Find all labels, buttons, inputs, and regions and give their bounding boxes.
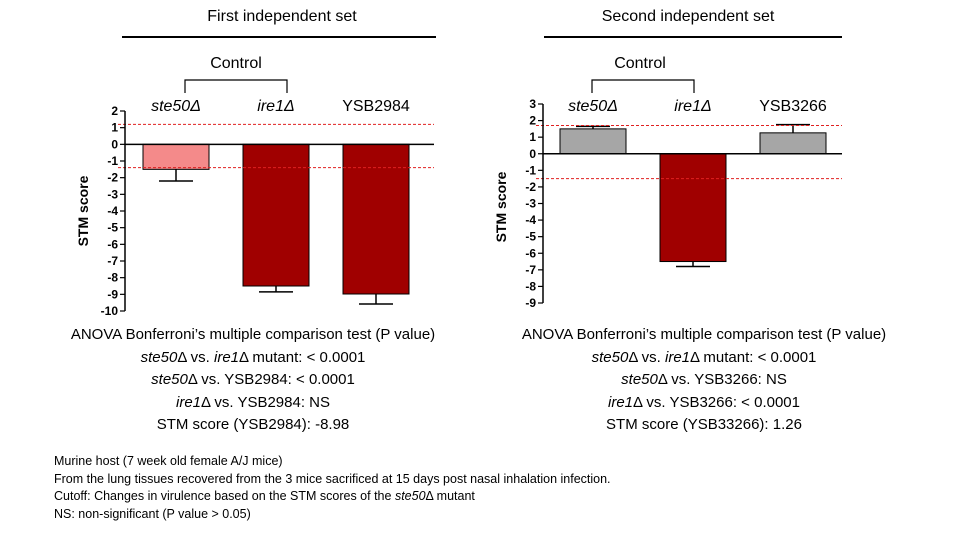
category-label: ire1Δ [674, 98, 711, 115]
bar [142, 143, 210, 170]
stats-line-3: ire1Δ vs. YSB3266: < 0.0001 [608, 393, 800, 411]
control-label: Control [614, 55, 666, 72]
y-tick-label: -6 [107, 237, 118, 251]
title-underline-2 [544, 36, 842, 38]
y-tick-label: -2 [107, 171, 118, 185]
y-tick-label: -1 [107, 154, 118, 168]
control-label: Control [210, 55, 262, 72]
y-tick-label: -5 [107, 221, 118, 235]
y-tick-label: 1 [529, 130, 536, 144]
stm-bar-chart-set-2: 3 2 1 0 -1 -2 -3 -4 -5 -6 -7 -8 -9 STM score Control st… [493, 55, 842, 310]
stats-line-1: ste50Δ vs. ire1Δ mutant: < 0.0001 [591, 348, 817, 366]
category-label: ste50Δ [568, 98, 618, 115]
category-label: YSB2984 [342, 98, 410, 115]
stats-line-1: ste50Δ vs. ire1Δ mutant: < 0.0001 [140, 348, 366, 366]
y-axis-label: STM score [75, 175, 91, 246]
y-tick-label: -5 [525, 230, 536, 244]
y-tick-label: 1 [111, 121, 118, 135]
set-title-2: Second independent set [601, 8, 775, 25]
stats-line-2: ste50Δ vs. YSB3266: NS [621, 371, 787, 388]
y-tick-label: -1 [525, 163, 536, 177]
category-label: ste50Δ [151, 98, 201, 115]
footnote-2: From the lung tissues recovered from the… [54, 471, 611, 486]
bar [342, 143, 410, 295]
stats-line-4: STM score (YSB2984): -8.98 [156, 416, 350, 433]
control-bracket [591, 79, 695, 93]
y-tick-label: 0 [529, 147, 536, 161]
footnote-3: Cutoff: Changes in virulence based on th… [54, 489, 475, 503]
stats-heading: ANOVA Bonferroni’s multiple comparison t… [70, 326, 436, 343]
stats-heading: ANOVA Bonferroni’s multiple comparison t… [521, 326, 887, 343]
stats-line-4: STM score (YSB33266): 1.26 [606, 416, 802, 433]
y-axis-label: STM score [493, 171, 509, 242]
y-tick-label: -3 [107, 187, 118, 201]
footnote-4: NS: non-significant (P value > 0.05) [54, 506, 251, 521]
category-label: ire1Δ [257, 98, 294, 115]
stm-bar-chart-set-1: 2 1 0 -1 -2 -3 -4 -5 -6 -7 -8 -9 -10 STM score Control… [75, 55, 434, 318]
y-tick-label: -4 [525, 213, 536, 227]
y-tick-label: -4 [107, 204, 118, 218]
y-tick-label: 2 [111, 104, 118, 118]
bar [242, 143, 310, 287]
y-tick-label: -9 [525, 296, 536, 310]
y-tick-label: -7 [525, 263, 536, 277]
y-tick-label: 2 [529, 114, 536, 128]
y-tick-label: -10 [101, 304, 119, 318]
stats-line-3: ire1Δ vs. YSB2984: NS [176, 393, 330, 411]
title-underline-1 [122, 36, 436, 38]
y-tick-label: -2 [525, 180, 536, 194]
bar [559, 128, 627, 155]
y-tick-label: -6 [525, 246, 536, 260]
category-label: YSB3266 [759, 98, 827, 115]
y-tick-label: -3 [525, 197, 536, 211]
footnotes: Murine host (7 week old female A/J mice)… [54, 453, 611, 523]
y-tick-label: -9 [107, 287, 118, 301]
bar [759, 132, 827, 155]
footnote-1: Murine host (7 week old female A/J mice) [54, 454, 283, 468]
control-bracket [184, 79, 288, 93]
stats-block-2: ANOVA Bonferroni’s multiple comparison t… [474, 324, 934, 437]
bar [659, 153, 727, 263]
y-tick-label: -7 [107, 254, 118, 268]
y-tick-label: 0 [111, 137, 118, 151]
y-tick-label: -8 [525, 279, 536, 293]
y-tick-label: 3 [529, 97, 536, 111]
stats-block-1: ANOVA Bonferroni’s multiple comparison t… [23, 324, 483, 437]
y-tick-label: -8 [107, 271, 118, 285]
stats-line-2: ste50Δ vs. YSB2984: < 0.0001 [151, 371, 355, 388]
set-title-1: First independent set [207, 8, 357, 25]
